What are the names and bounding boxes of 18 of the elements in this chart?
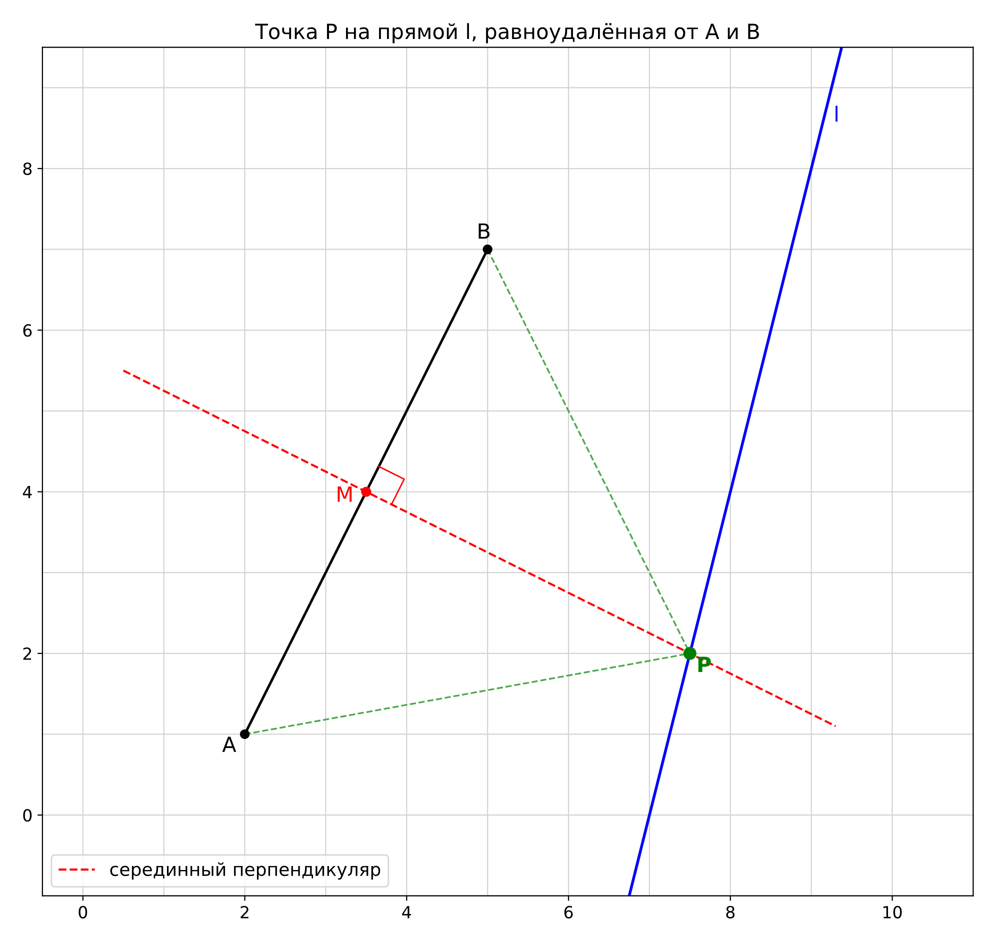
y-tick-label: 0 xyxy=(23,809,32,822)
x-tick-label: 0 xyxy=(78,906,88,918)
x-tick-label: 2 xyxy=(240,906,248,918)
annotation: A xyxy=(222,736,236,752)
annotation: l xyxy=(836,106,838,122)
annotation: P xyxy=(698,656,711,672)
x-tick-label: 8 xyxy=(726,906,735,918)
chart-title: Точка P на прямой l, равноудалённая от A и B xyxy=(255,23,759,44)
legend-label: серединный перпендикуляр xyxy=(110,862,380,880)
x-tick-label: 10 xyxy=(883,906,902,918)
x-tick-label: 6 xyxy=(564,906,573,918)
y-tick-label: 6 xyxy=(23,324,32,337)
annotation: B xyxy=(478,223,490,239)
annotation: M xyxy=(338,486,352,502)
y-tick-label: 8 xyxy=(23,162,32,176)
y-tick-label: 2 xyxy=(23,647,32,660)
y-tick-label: 4 xyxy=(22,486,32,498)
x-tick-label: 4 xyxy=(402,906,412,918)
